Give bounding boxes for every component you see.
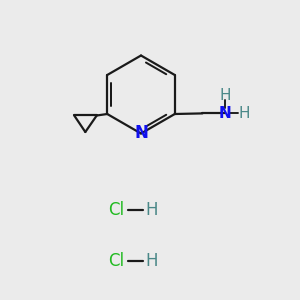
- Text: H: H: [146, 201, 158, 219]
- Text: Cl: Cl: [108, 201, 124, 219]
- Text: H: H: [238, 106, 250, 121]
- Text: H: H: [146, 252, 158, 270]
- Text: H: H: [219, 88, 231, 103]
- Text: Cl: Cl: [108, 252, 124, 270]
- Text: N: N: [134, 124, 148, 142]
- Text: N: N: [218, 106, 231, 121]
